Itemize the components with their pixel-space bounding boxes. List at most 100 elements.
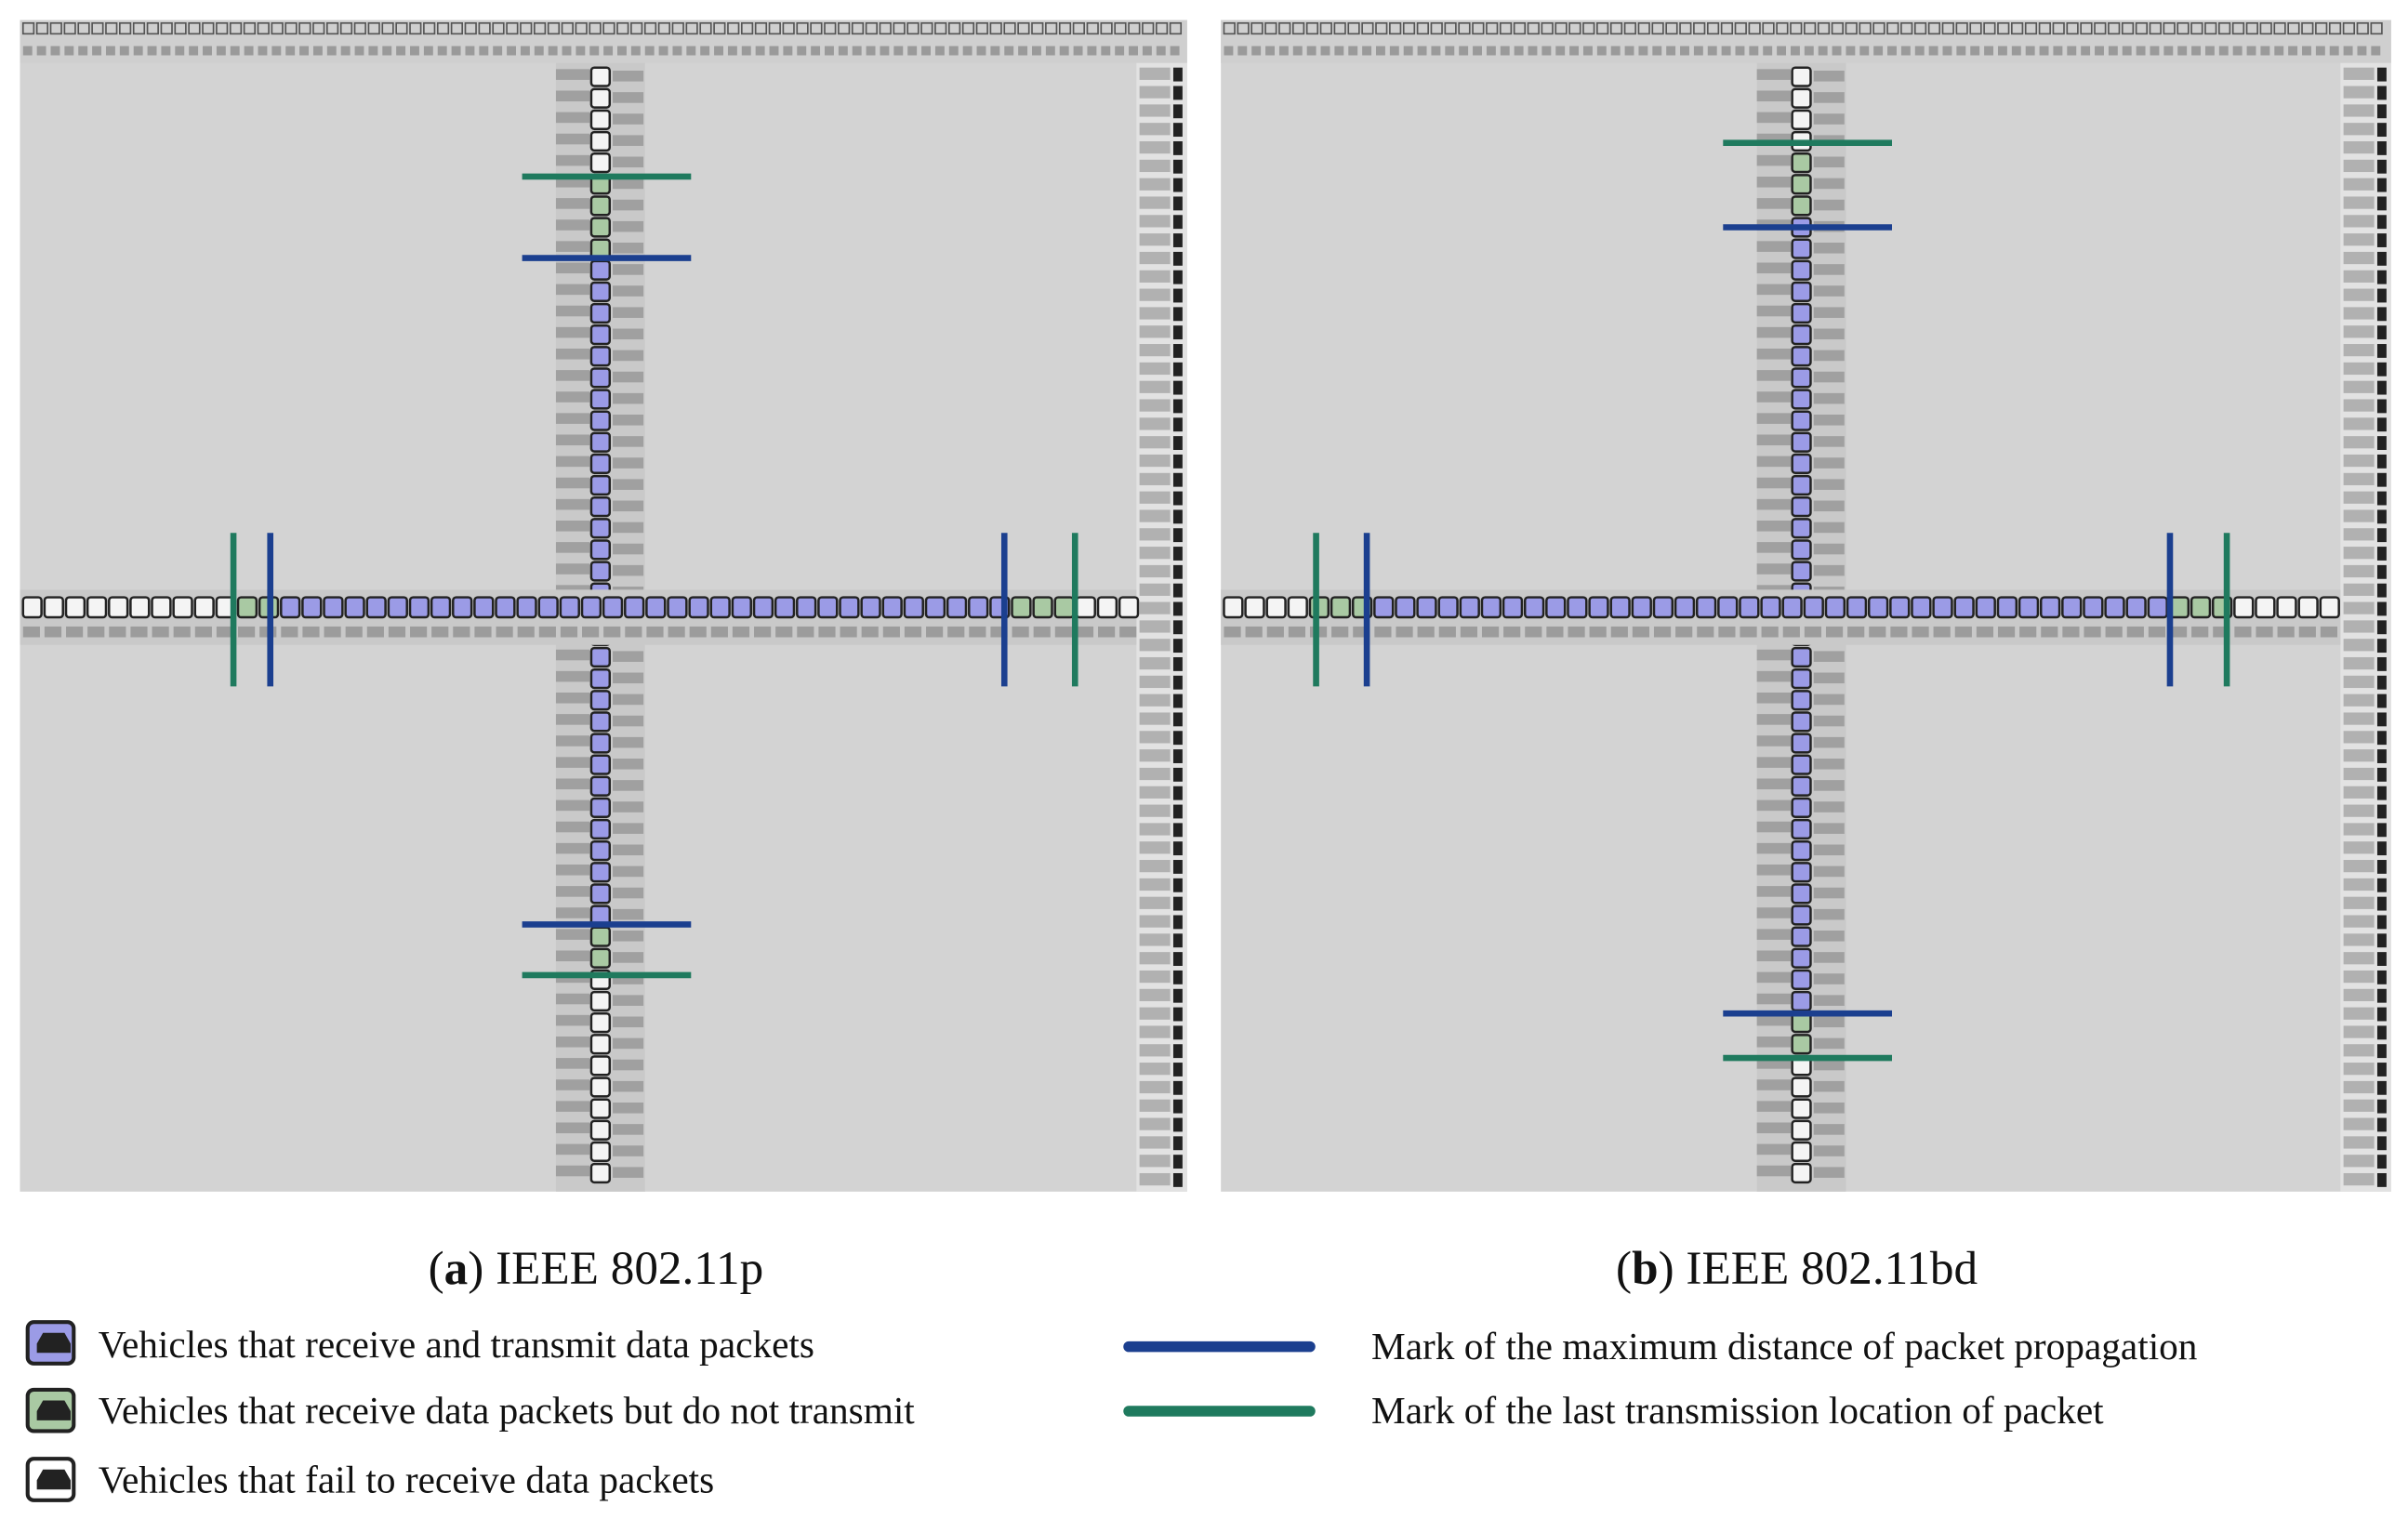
vehicle (43, 596, 64, 619)
vehicle (1172, 952, 1183, 966)
label-texture (1756, 477, 1791, 489)
label-texture (367, 21, 380, 35)
label-texture (2136, 46, 2146, 56)
label-texture (1139, 1007, 1171, 1020)
label-texture (852, 46, 862, 56)
label-texture (271, 21, 284, 35)
vehicle (2376, 731, 2387, 746)
vehicle (1791, 302, 1812, 324)
label-texture (1139, 528, 1171, 541)
label-texture (555, 133, 590, 145)
label-texture (1970, 46, 1980, 56)
label-texture (613, 1037, 644, 1050)
label-texture (63, 21, 76, 35)
label-texture (119, 46, 129, 56)
vehicle (1172, 749, 1183, 763)
label-texture (1886, 21, 1899, 35)
label-texture (1170, 46, 1180, 56)
label-texture (1292, 46, 1303, 56)
vehicle (21, 596, 43, 619)
label-texture (1756, 842, 1791, 854)
vehicle (1265, 596, 1287, 619)
label-texture (755, 46, 765, 56)
label-texture (492, 21, 505, 35)
label-texture (1813, 1167, 1845, 1178)
vehicle (2376, 1080, 2387, 1095)
label-texture (555, 563, 590, 575)
label-texture (1546, 626, 1564, 638)
vehicle (2190, 596, 2212, 619)
label-texture (1756, 886, 1791, 897)
label-texture (555, 305, 590, 317)
label-texture (1348, 46, 1358, 56)
vehicle (1791, 667, 1812, 690)
label-texture (882, 626, 900, 638)
vehicle (1791, 281, 1812, 303)
vehicle (2376, 583, 2387, 598)
label-texture (2343, 307, 2375, 320)
label-texture (947, 626, 965, 638)
vehicle (1172, 509, 1183, 524)
label-texture (326, 46, 337, 56)
label-texture (520, 46, 530, 56)
label-texture (1306, 46, 1316, 56)
label-texture (1438, 626, 1456, 638)
label-texture (613, 823, 644, 834)
label-texture (2343, 601, 2375, 614)
vehicle (2376, 307, 2387, 322)
vehicle (151, 596, 172, 619)
label-texture (2343, 1007, 2375, 1020)
label-texture (2080, 21, 2093, 35)
vehicle (589, 389, 611, 410)
label-texture (1756, 391, 1791, 403)
label-texture (1582, 21, 1595, 35)
label-texture (686, 46, 696, 56)
label-texture (1756, 1036, 1791, 1048)
vehicle (1172, 215, 1183, 230)
label-texture (1237, 21, 1250, 35)
label-texture (1444, 21, 1457, 35)
vehicle (1172, 288, 1183, 303)
vehicle (1791, 539, 1812, 561)
label-texture (782, 21, 795, 35)
vehicle (452, 596, 473, 619)
vehicle (473, 596, 495, 619)
label-texture (555, 1122, 590, 1134)
label-texture (671, 21, 684, 35)
label-texture (818, 626, 836, 638)
label-texture (87, 626, 105, 638)
label-texture (1706, 21, 1720, 35)
label-texture (1976, 626, 1994, 638)
label-texture (105, 21, 118, 35)
vehicle (1791, 883, 1812, 905)
label-texture (312, 21, 325, 35)
label-texture (1817, 21, 1831, 35)
label-texture (188, 21, 201, 35)
label-texture (1813, 307, 1845, 318)
label-texture (410, 46, 419, 56)
label-texture (555, 69, 590, 80)
label-texture (1139, 380, 1171, 393)
label-texture (1890, 626, 1908, 638)
label-texture (1528, 46, 1538, 56)
label-texture (281, 626, 298, 638)
vehicle (1523, 596, 1545, 619)
label-texture (2011, 46, 2021, 56)
vehicle (1172, 878, 1183, 892)
vehicle (589, 1034, 611, 1055)
label-texture (1139, 159, 1171, 173)
vehicle (1172, 1136, 1183, 1151)
vehicle (589, 195, 611, 217)
label-texture (1873, 46, 1884, 56)
label-texture (796, 21, 809, 35)
label-texture (1763, 46, 1773, 56)
vehicle (2376, 1025, 2387, 1040)
vehicle (589, 474, 611, 496)
label-texture (1139, 970, 1171, 984)
label-texture (1416, 21, 1429, 35)
label-texture (1900, 46, 1911, 56)
label-texture (1139, 344, 1171, 357)
vehicle (1172, 988, 1183, 1003)
label-texture (555, 154, 590, 166)
caption-letter: a (444, 1242, 469, 1295)
